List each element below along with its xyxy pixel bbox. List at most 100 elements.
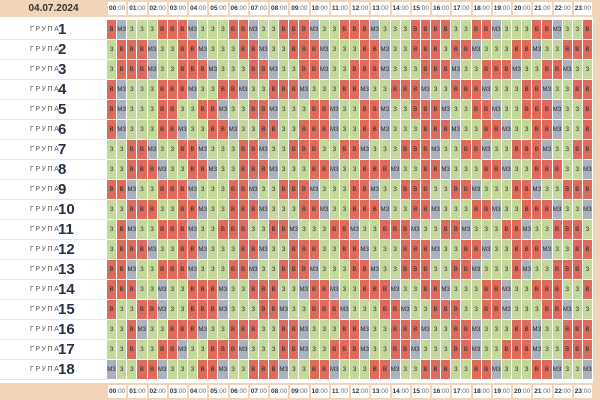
schedule-cell: МЗ	[269, 160, 280, 180]
schedule-cell: З	[350, 100, 361, 120]
schedule-cell: В	[420, 200, 431, 220]
schedule-cell: З	[157, 240, 168, 260]
group-label-16: ГРУПА 16	[0, 320, 107, 340]
schedule-cell: З	[441, 140, 452, 160]
schedule-cell: В	[431, 100, 442, 120]
schedule-cell: З	[177, 360, 188, 380]
schedule-cell: В	[410, 80, 421, 100]
schedule-cell: В	[289, 180, 300, 200]
schedule-cell: В	[532, 100, 543, 120]
schedule-cell: З	[481, 40, 492, 60]
schedule-cell: В	[562, 260, 573, 280]
schedule-cell: В	[279, 180, 290, 200]
schedule-cell: В	[198, 360, 209, 380]
schedule-cell: В	[481, 120, 492, 140]
schedule-cell: В	[299, 200, 310, 220]
schedule-cell: З	[350, 360, 361, 380]
schedule-cell: В	[198, 160, 209, 180]
schedule-cell: З	[512, 160, 523, 180]
schedule-cell: З	[400, 20, 411, 40]
schedule-cell: В	[157, 20, 168, 40]
hour-value: 03	[169, 5, 177, 12]
schedule-cell: З	[339, 60, 350, 80]
schedule-cell: МЗ	[258, 140, 269, 160]
schedule-cell: В	[542, 280, 553, 300]
schedule-cell: В	[107, 260, 118, 280]
hour-value: 23	[574, 388, 582, 395]
schedule-cell: З	[491, 220, 502, 240]
hour-value: 04	[189, 388, 198, 395]
schedule-cell: В	[410, 180, 421, 200]
schedule-cell: З	[390, 140, 401, 160]
footer-hour-21: 21:00	[533, 385, 552, 398]
schedule-cell: МЗ	[289, 220, 300, 240]
schedule-cell: З	[501, 180, 512, 200]
schedule-cell: В	[481, 200, 492, 220]
schedule-cell: МЗ	[329, 360, 340, 380]
minutes-value: :00	[500, 5, 511, 12]
schedule-cell: В	[410, 100, 421, 120]
group-number: 17	[58, 341, 75, 358]
schedule-cell: В	[350, 200, 361, 220]
schedule-cell: МЗ	[491, 200, 502, 220]
schedule-cell: МЗ	[299, 280, 310, 300]
schedule-cell: В	[127, 340, 138, 360]
schedule-cell: З	[532, 60, 543, 80]
schedule-cell: В	[491, 280, 502, 300]
schedule-cell: З	[501, 20, 512, 40]
group-label-1: ГРУПА 1	[0, 20, 107, 40]
schedule-cell: В	[360, 260, 371, 280]
schedule-cell: З	[572, 120, 583, 140]
schedule-cell: З	[572, 100, 583, 120]
schedule-cell: З	[198, 260, 209, 280]
schedule-cell: В	[167, 120, 178, 140]
schedule-cell: МЗ	[279, 300, 290, 320]
schedule-cell: В	[420, 360, 431, 380]
schedule-cell: З	[319, 80, 330, 100]
hour-value: 13	[372, 388, 380, 395]
schedule-cell: МЗ	[471, 320, 482, 340]
group-number: 6	[58, 121, 67, 138]
schedule-cell: В	[431, 160, 442, 180]
schedule-cell: З	[501, 260, 512, 280]
header-hour-10: 10:00	[310, 2, 329, 15]
schedule-cell: З	[218, 180, 229, 200]
schedule-cell: З	[157, 320, 168, 340]
schedule-cell: З	[279, 140, 290, 160]
schedule-cell: МЗ	[380, 40, 391, 60]
schedule-cell: З	[167, 60, 178, 80]
schedule-cell: В	[218, 340, 229, 360]
schedule-cell: В	[309, 200, 320, 220]
schedule-cell: З	[522, 360, 533, 380]
schedule-cell: МЗ	[501, 280, 512, 300]
group-word: ГРУПА	[30, 366, 61, 373]
schedule-cell: В	[299, 120, 310, 140]
schedule-cell: В	[258, 60, 269, 80]
schedule-cell: МЗ	[258, 40, 269, 60]
schedule-cell: МЗ	[441, 160, 452, 180]
schedule-cell: МЗ	[248, 20, 259, 40]
schedule-cell: МЗ	[309, 260, 320, 280]
schedule-cell: В	[370, 40, 381, 60]
schedule-cell: В	[258, 100, 269, 120]
schedule-cell: В	[552, 300, 563, 320]
schedule-cell: З	[208, 200, 219, 220]
schedule-cell: З	[400, 40, 411, 60]
schedule-cell: З	[228, 60, 239, 80]
schedule-cell: МЗ	[441, 280, 452, 300]
minutes-value: :00	[521, 5, 531, 12]
group-number: 10	[58, 201, 75, 218]
schedule-cell: В	[552, 60, 563, 80]
schedule-cell: МЗ	[238, 340, 249, 360]
schedule-cell: В	[329, 340, 340, 360]
schedule-cell: В	[471, 140, 482, 160]
hour-value: 08	[270, 5, 279, 12]
schedule-cell: В	[532, 120, 543, 140]
schedule-cell: З	[390, 60, 401, 80]
hour-value: 06	[230, 388, 238, 395]
schedule-cell: З	[117, 320, 128, 340]
schedule-cell: В	[289, 20, 300, 40]
schedule-cell: В	[177, 320, 188, 340]
schedule-cell: З	[441, 240, 452, 260]
schedule-cell: З	[208, 320, 219, 340]
